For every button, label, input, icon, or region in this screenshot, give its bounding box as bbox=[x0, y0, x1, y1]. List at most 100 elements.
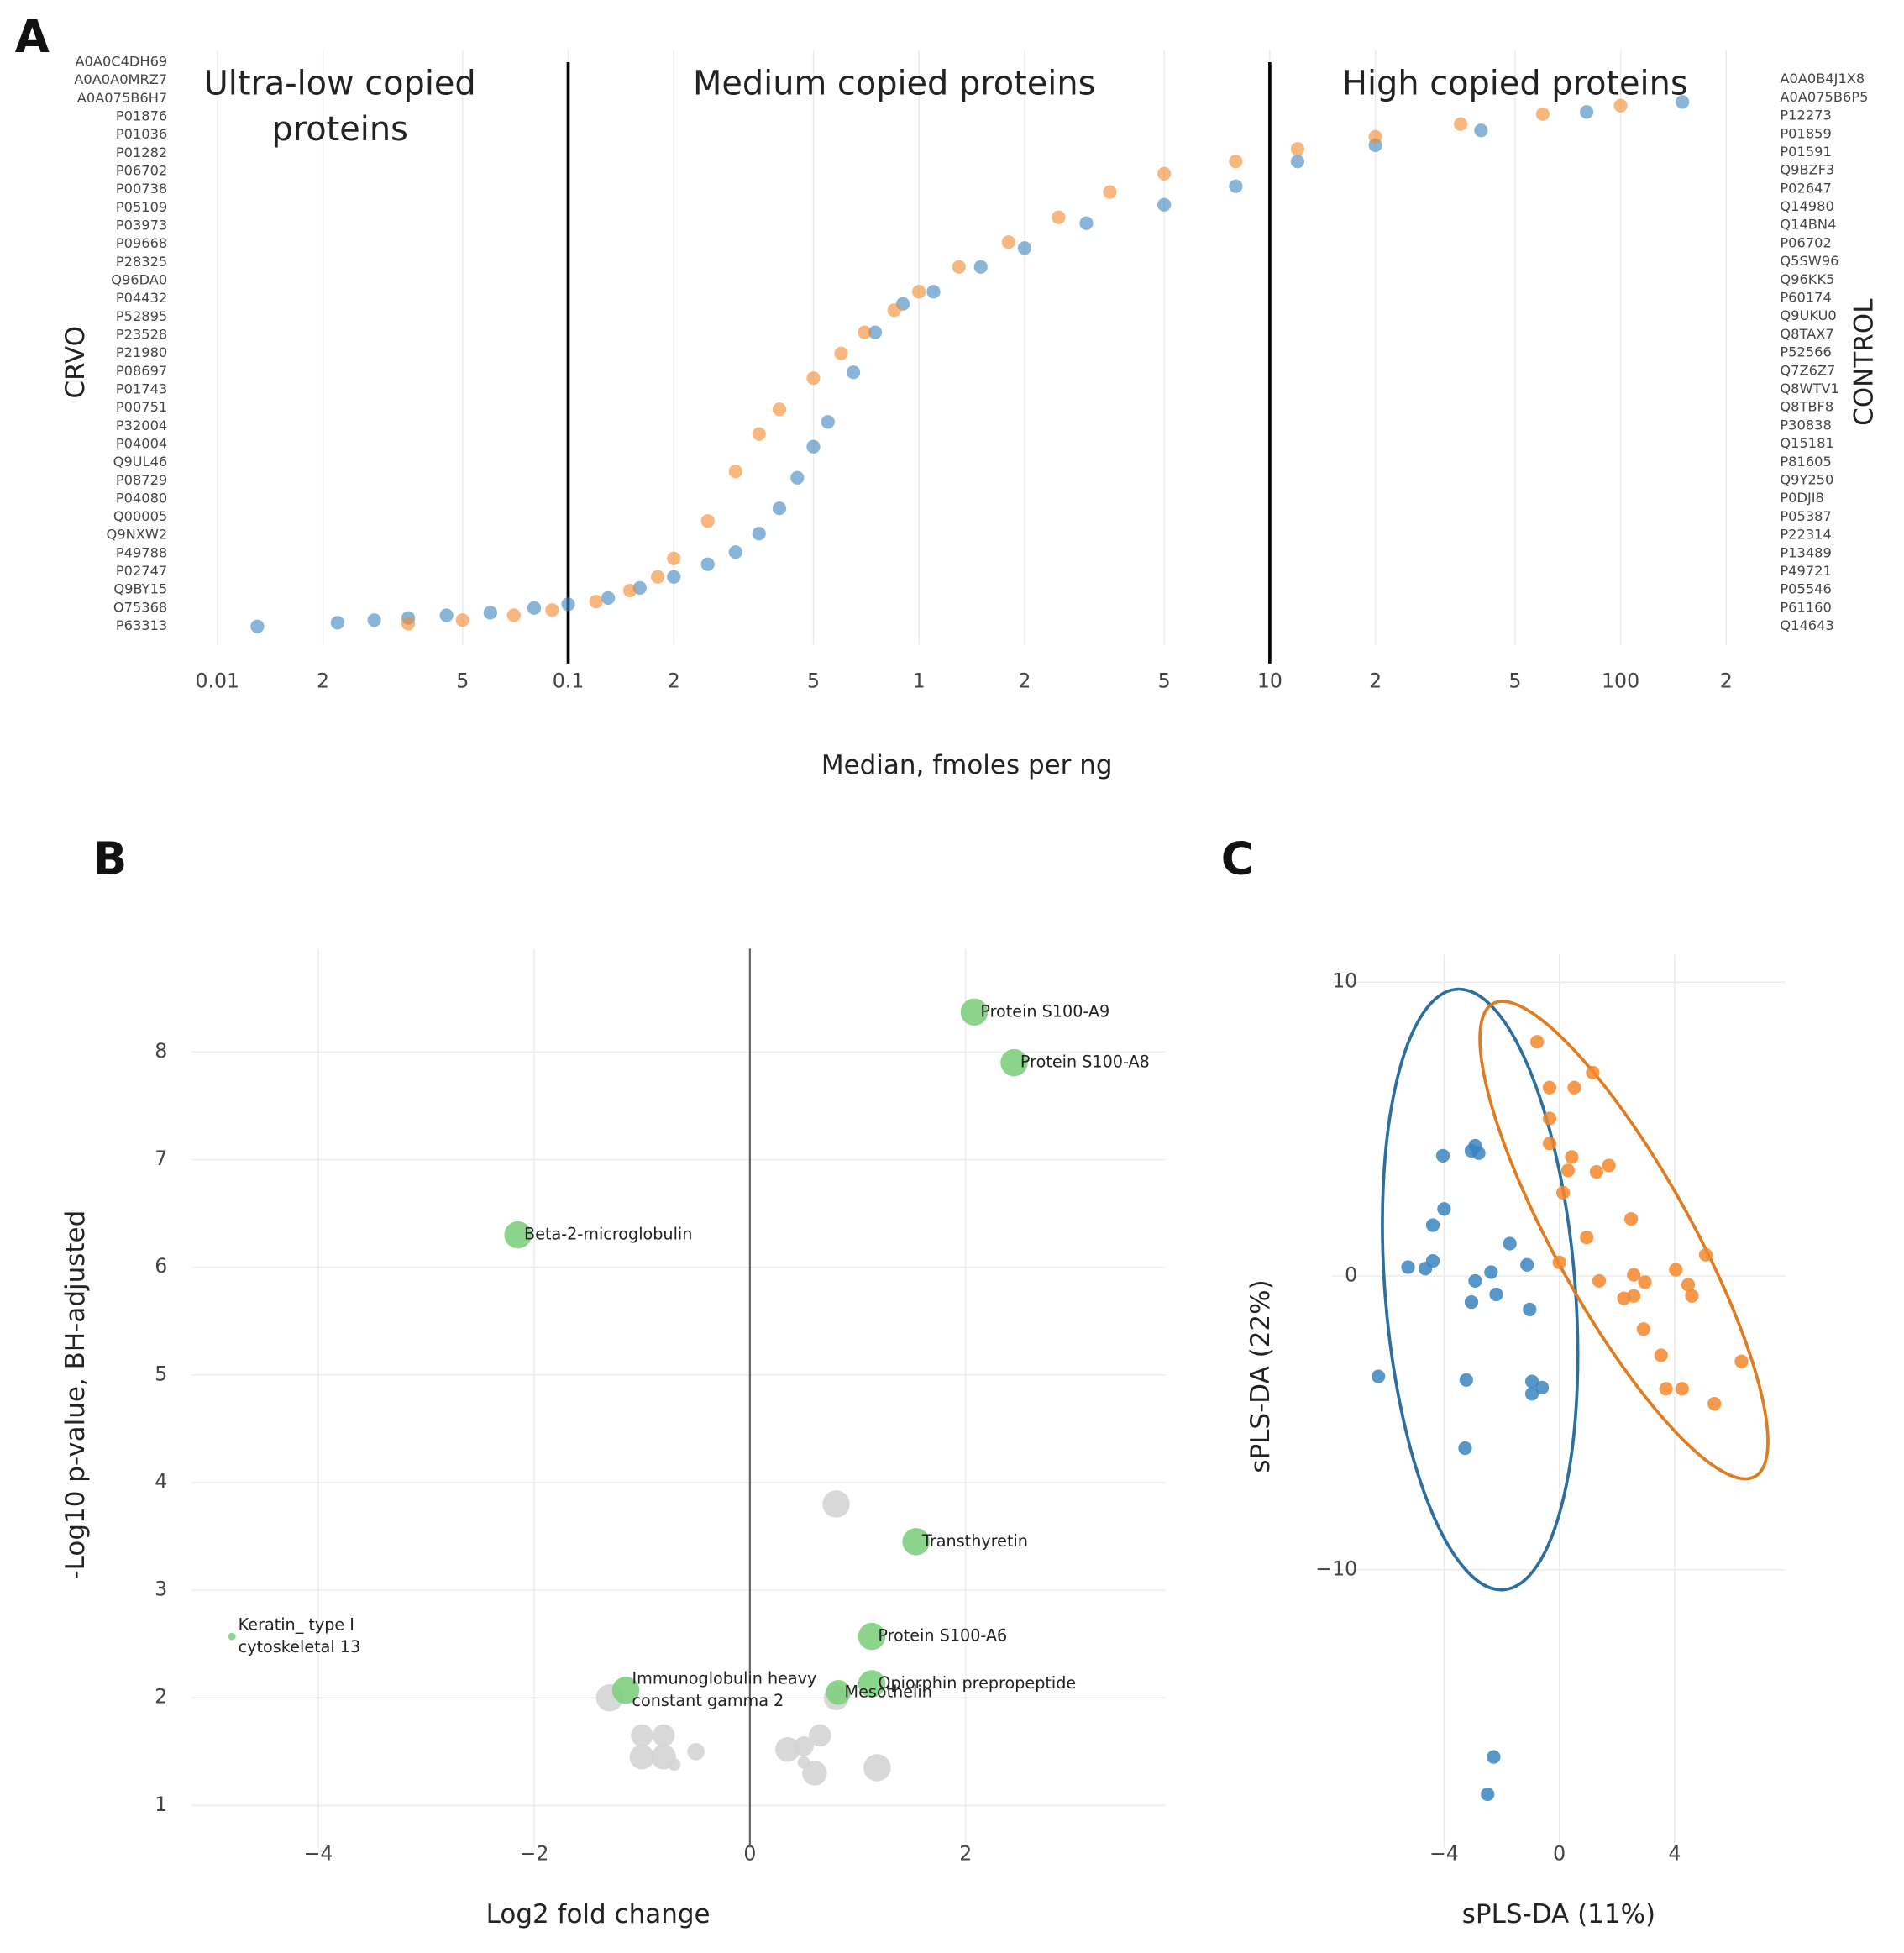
y-tick-label: 5 bbox=[155, 1362, 167, 1385]
point bbox=[1474, 123, 1488, 138]
point bbox=[752, 427, 766, 441]
protein-label: P52895 bbox=[116, 308, 167, 324]
panel-letter: C bbox=[1221, 833, 1254, 885]
point-label: Opiorphin prepropeptide bbox=[878, 1673, 1076, 1693]
x-tick-label: 1 bbox=[913, 669, 926, 692]
y-tick-label: 1 bbox=[155, 1793, 167, 1816]
bubble bbox=[858, 1622, 886, 1651]
bubble bbox=[797, 1756, 810, 1769]
protein-label: Q9BY15 bbox=[113, 581, 167, 597]
bubble bbox=[826, 1680, 851, 1705]
protein-label: Q8TBF8 bbox=[1780, 399, 1833, 415]
point bbox=[1372, 1369, 1386, 1383]
protein-label: P03973 bbox=[116, 217, 167, 233]
point bbox=[1542, 1137, 1557, 1151]
point bbox=[1481, 1787, 1495, 1802]
protein-label: P13489 bbox=[1780, 544, 1831, 560]
protein-label: P04432 bbox=[116, 290, 167, 306]
protein-label: Q14643 bbox=[1780, 617, 1833, 633]
x-tick-label: −4 bbox=[1429, 1842, 1459, 1866]
point bbox=[1524, 1374, 1539, 1389]
protein-label: Q9Y250 bbox=[1780, 471, 1833, 487]
point bbox=[1681, 1278, 1696, 1292]
point bbox=[1458, 1441, 1472, 1456]
region-label: Ultra-low copied bbox=[204, 65, 476, 103]
point bbox=[1229, 155, 1243, 169]
point bbox=[952, 260, 966, 274]
point-label: Protein S100-A6 bbox=[878, 1626, 1007, 1646]
protein-label: P49721 bbox=[1780, 563, 1831, 579]
point bbox=[790, 470, 805, 485]
x-tick-label: 0 bbox=[1553, 1842, 1566, 1866]
point bbox=[806, 439, 821, 454]
point-label: constant gamma 2 bbox=[632, 1691, 784, 1710]
protein-label: Q96KK5 bbox=[1780, 271, 1834, 287]
point bbox=[1698, 1247, 1713, 1262]
point bbox=[401, 617, 416, 631]
point bbox=[806, 371, 821, 386]
protein-label: P49788 bbox=[116, 544, 167, 560]
protein-label: P06702 bbox=[1780, 234, 1831, 250]
bubble bbox=[652, 1724, 675, 1747]
point bbox=[1534, 1380, 1550, 1395]
point-label: Protein S100-A8 bbox=[1020, 1053, 1150, 1072]
protein-label: P21980 bbox=[116, 344, 167, 360]
x-tick-label: 2 bbox=[1018, 669, 1031, 692]
x-tick-label: 2 bbox=[668, 669, 680, 692]
point bbox=[561, 597, 575, 612]
protein-label: A0A075B6P5 bbox=[1780, 89, 1868, 105]
panel: B −4 −2 0 2 1 2 3 4 5 6 7 8 Log2 fold change -Log10 p-… bbox=[60, 833, 1166, 1929]
bubble bbox=[863, 1754, 891, 1782]
point bbox=[728, 545, 742, 559]
protein-label: A0A075B6H7 bbox=[77, 90, 167, 106]
panel-letter: B bbox=[93, 833, 128, 885]
protein-label: P00738 bbox=[116, 181, 167, 197]
point-label: Beta-2-microglobulin bbox=[524, 1225, 692, 1244]
bubble bbox=[960, 998, 989, 1026]
bubble bbox=[802, 1761, 827, 1786]
point bbox=[1623, 1212, 1639, 1226]
point bbox=[1638, 1275, 1652, 1289]
protein-label: P30838 bbox=[1780, 417, 1831, 433]
point bbox=[1229, 179, 1243, 193]
protein-label: P23528 bbox=[116, 326, 167, 342]
protein-label: P08729 bbox=[116, 472, 167, 488]
point bbox=[752, 527, 766, 541]
point bbox=[772, 501, 787, 516]
panel: C −4 0 4 −10 0 10 sPLS-DA (11%) sPLS-DA (22%) bbox=[1221, 833, 1786, 1929]
x-axis-title: sPLS-DA (11%) bbox=[1462, 1899, 1655, 1929]
point bbox=[1157, 197, 1172, 212]
point bbox=[1524, 1387, 1539, 1401]
y-tick-label: −10 bbox=[1315, 1557, 1357, 1580]
protein-label: P01876 bbox=[116, 108, 167, 124]
point bbox=[1459, 1373, 1473, 1387]
y-tick-label: 6 bbox=[155, 1254, 167, 1278]
protein-label: P05387 bbox=[1780, 508, 1831, 524]
y-tick-label: 8 bbox=[155, 1039, 167, 1063]
point bbox=[250, 619, 265, 633]
protein-label: P63313 bbox=[116, 617, 167, 633]
point bbox=[973, 260, 988, 274]
point bbox=[772, 402, 787, 417]
protein-label: P02647 bbox=[1780, 180, 1831, 196]
protein-label: Q8WTV1 bbox=[1780, 381, 1838, 396]
protein-label: A0A0C4DH69 bbox=[75, 54, 167, 70]
x-tick-label: 0.1 bbox=[553, 669, 585, 692]
protein-label: Q14BN4 bbox=[1780, 217, 1836, 233]
point bbox=[1103, 185, 1117, 199]
x-tick-label: 5 bbox=[807, 669, 820, 692]
point bbox=[1602, 1158, 1616, 1173]
protein-label: P04004 bbox=[116, 435, 167, 451]
point bbox=[1468, 1273, 1482, 1289]
point bbox=[330, 616, 344, 630]
point bbox=[527, 601, 542, 615]
point bbox=[1454, 117, 1468, 131]
x-tick-label: −2 bbox=[520, 1842, 549, 1866]
point bbox=[1530, 1035, 1545, 1049]
protein-label: P01036 bbox=[116, 126, 167, 142]
point bbox=[1471, 1146, 1486, 1160]
bubble bbox=[611, 1676, 640, 1704]
y-tick-label: 10 bbox=[1332, 969, 1357, 993]
point bbox=[1487, 1750, 1501, 1764]
